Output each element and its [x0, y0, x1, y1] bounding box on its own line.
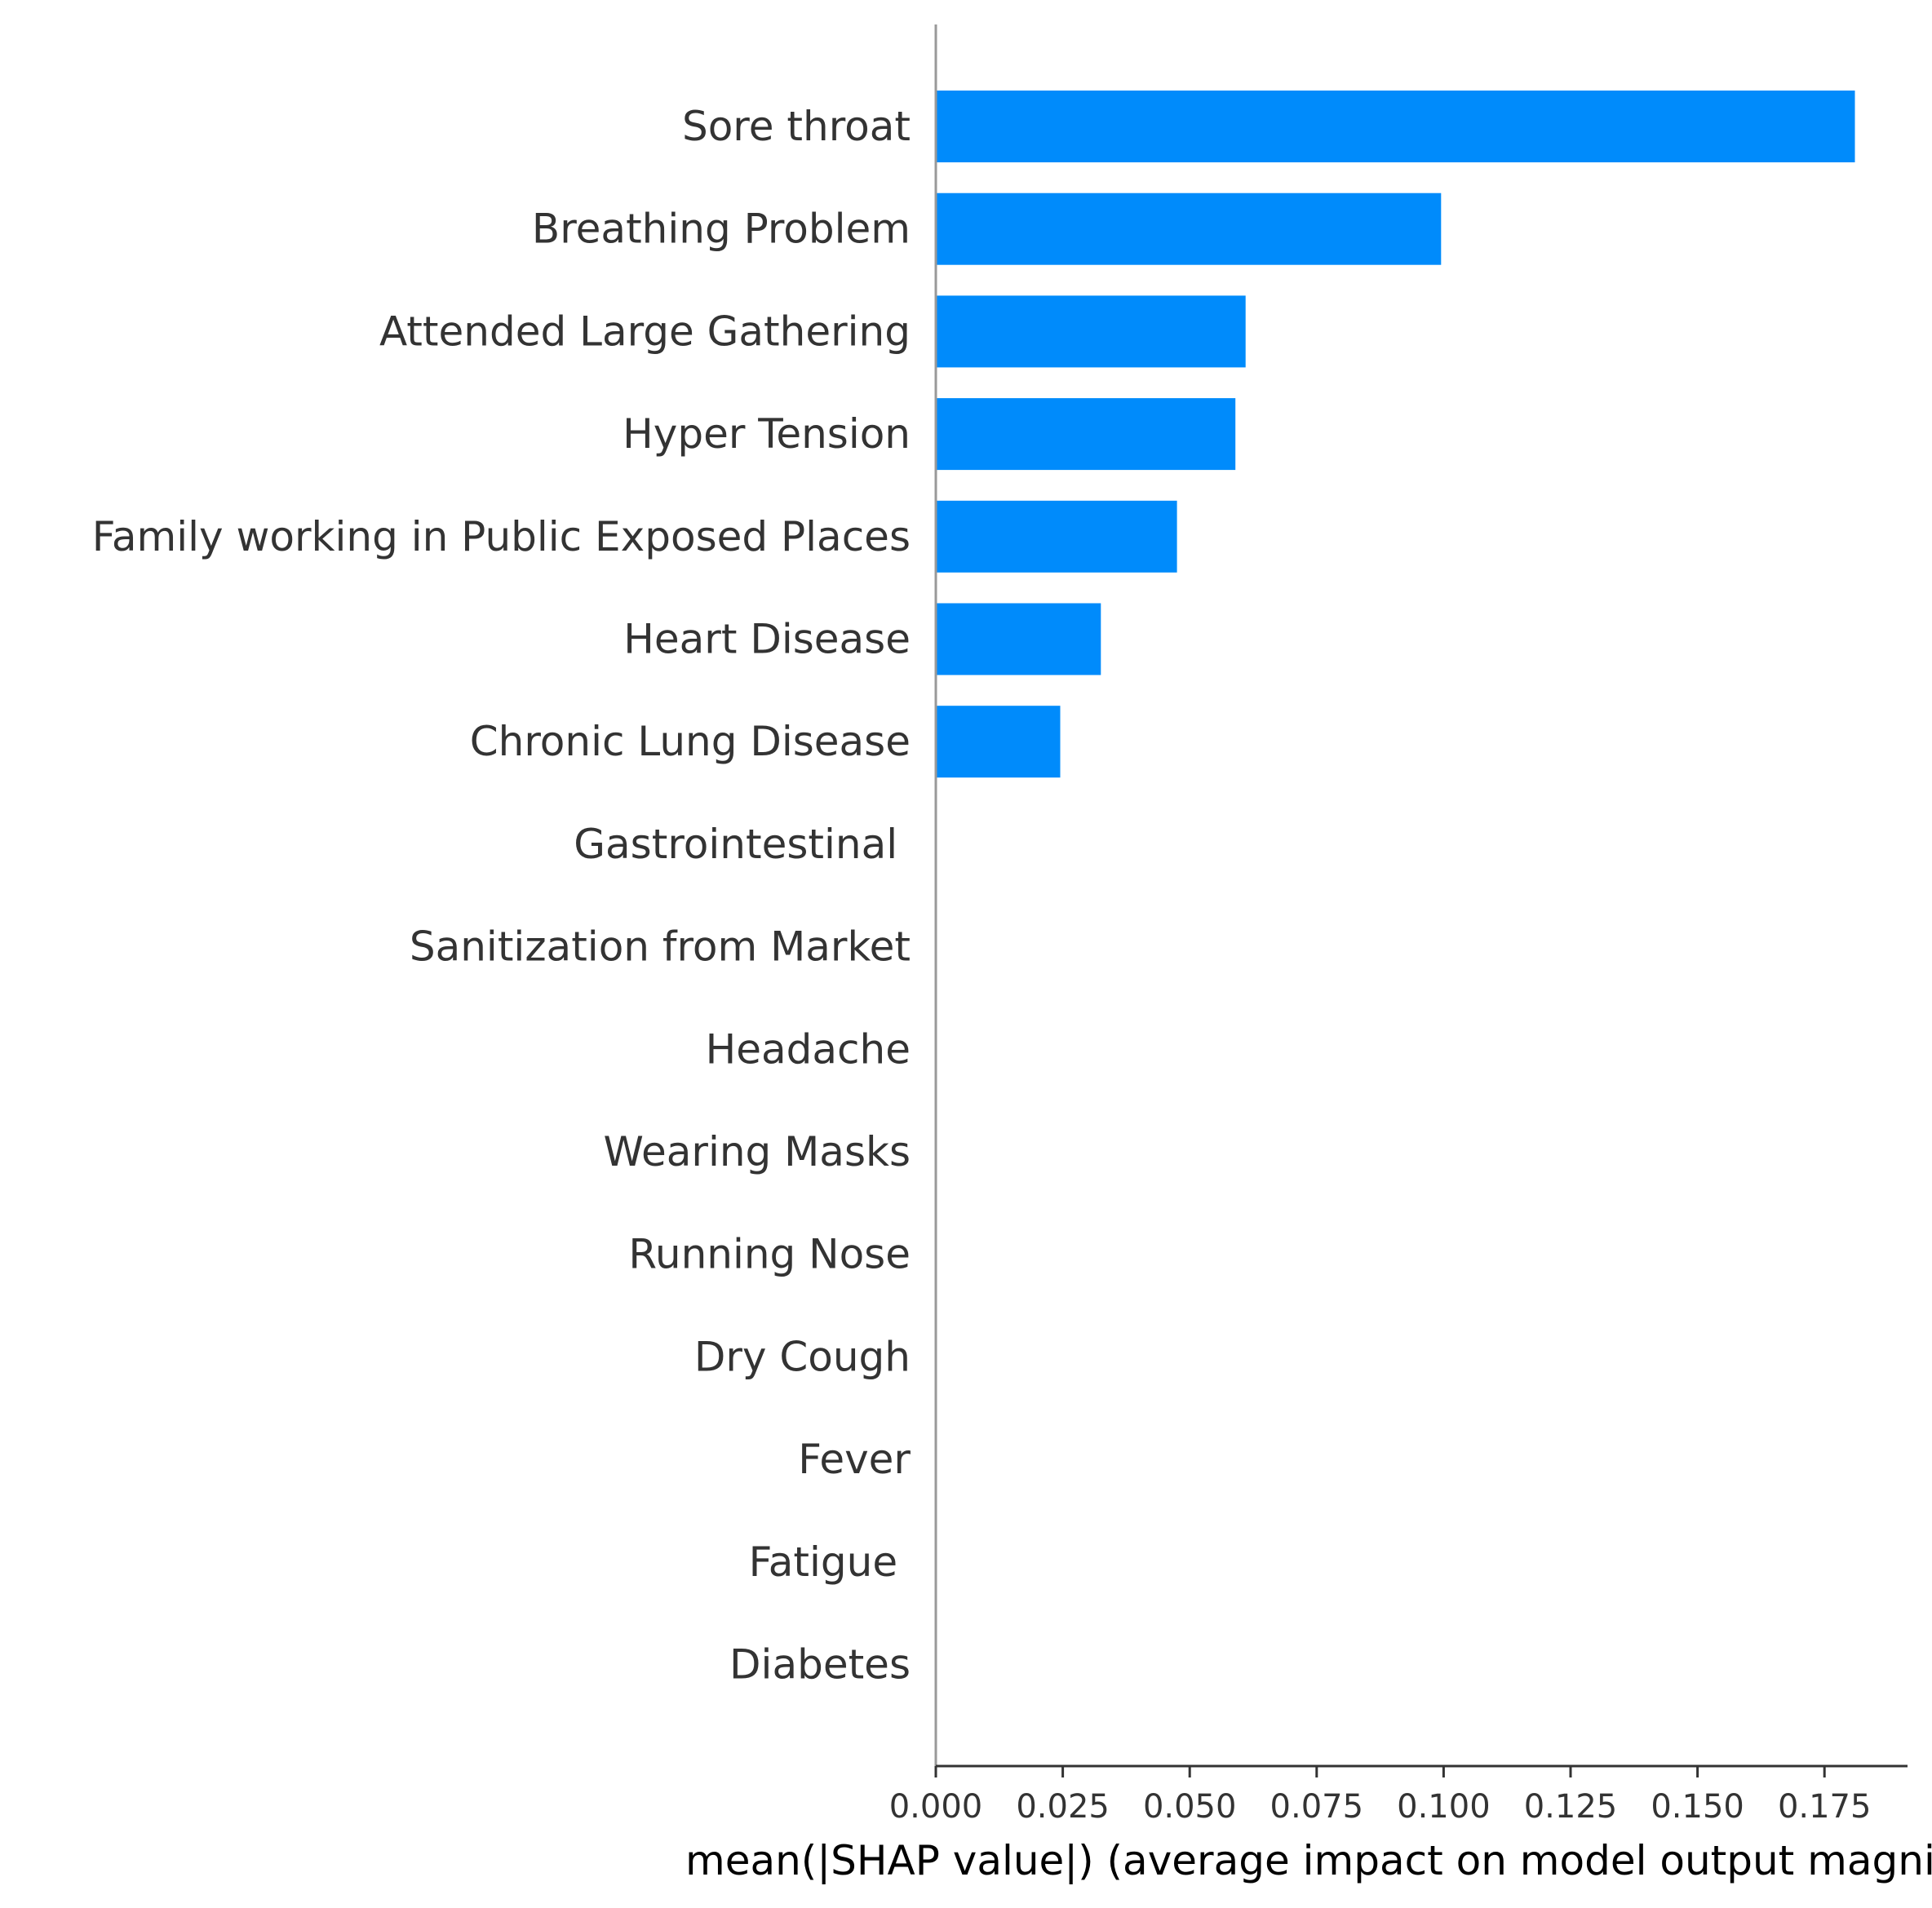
x-tick-label: 0.050 [1143, 1788, 1237, 1826]
category-labels: Sore throat Breathing Problem Attended Lar… [92, 103, 911, 1689]
category-label: Running Nose [628, 1231, 911, 1278]
category-label: Fatigue [749, 1538, 911, 1586]
bar-heart-disease [936, 603, 1101, 675]
category-label: Chronic Lung Disease [470, 718, 911, 765]
category-label: Headache [706, 1025, 911, 1073]
category-label: Attended Large Gathering [379, 308, 911, 355]
bar-sore-throat [936, 91, 1855, 162]
x-axis-ticks: 0.000 0.025 0.050 0.075 0.100 0.125 0.150 0.175 [889, 1766, 1872, 1826]
category-label: Family working in Public Exposed Places [92, 513, 911, 560]
bar-family-working-in-public-exposed-places [936, 500, 1177, 573]
category-label: Wearing Masks [603, 1128, 911, 1175]
bar-chronic-lung-disease [936, 706, 1061, 778]
x-tick-label: 0.125 [1524, 1788, 1618, 1826]
x-tick-label: 0.150 [1651, 1788, 1744, 1826]
category-label: Dry Cough [694, 1333, 911, 1380]
x-tick-label: 0.075 [1270, 1788, 1364, 1826]
category-label: Diabetes [729, 1641, 911, 1689]
bars-group [936, 91, 1855, 778]
category-label: Heart Disease [623, 616, 911, 663]
category-label: Gastrointestinal [574, 821, 911, 868]
bar-breathing-problem [936, 193, 1442, 265]
x-tick-label: 0.000 [889, 1788, 983, 1826]
category-label: Fever [798, 1436, 911, 1483]
bar-hyper-tension [936, 398, 1236, 471]
x-tick-label: 0.175 [1778, 1788, 1872, 1826]
category-label: Hyper Tension [623, 410, 911, 458]
category-label: Sanitization from Market [410, 923, 911, 971]
bar-attended-large-gathering [936, 295, 1246, 368]
x-tick-label: 0.100 [1397, 1788, 1491, 1826]
x-tick-label: 0.025 [1016, 1788, 1110, 1826]
category-label: Sore throat [682, 103, 911, 150]
category-label: Breathing Problem [532, 206, 911, 253]
x-axis-title: mean(|SHAP value|) (average impact on mo… [685, 1837, 1932, 1884]
